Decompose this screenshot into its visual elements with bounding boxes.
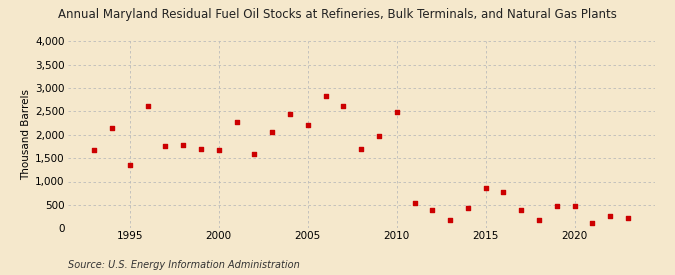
- Point: [196, 147, 207, 152]
- Point: [409, 200, 420, 205]
- Point: [534, 218, 545, 222]
- Point: [178, 142, 188, 147]
- Point: [587, 221, 598, 225]
- Point: [551, 204, 562, 208]
- Point: [338, 104, 349, 108]
- Point: [302, 123, 313, 128]
- Point: [213, 148, 224, 152]
- Point: [89, 147, 100, 152]
- Point: [356, 147, 367, 152]
- Point: [392, 110, 402, 114]
- Point: [285, 111, 296, 116]
- Point: [320, 94, 331, 99]
- Point: [107, 125, 117, 130]
- Point: [124, 163, 135, 167]
- Text: Annual Maryland Residual Fuel Oil Stocks at Refineries, Bulk Terminals, and Natu: Annual Maryland Residual Fuel Oil Stocks…: [58, 8, 617, 21]
- Point: [569, 204, 580, 208]
- Text: Source: U.S. Energy Information Administration: Source: U.S. Energy Information Administ…: [68, 260, 299, 270]
- Point: [622, 216, 633, 221]
- Y-axis label: Thousand Barrels: Thousand Barrels: [21, 89, 31, 180]
- Point: [445, 218, 456, 222]
- Point: [516, 208, 526, 212]
- Point: [605, 214, 616, 218]
- Point: [427, 208, 437, 213]
- Point: [373, 134, 384, 138]
- Point: [481, 185, 491, 190]
- Point: [231, 120, 242, 124]
- Point: [142, 104, 153, 108]
- Point: [498, 189, 509, 194]
- Point: [462, 205, 473, 210]
- Point: [160, 144, 171, 148]
- Point: [267, 130, 277, 134]
- Point: [249, 152, 260, 156]
